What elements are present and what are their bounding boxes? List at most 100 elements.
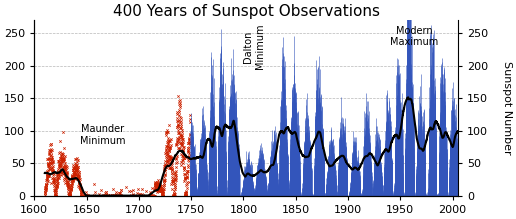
Point [176,120,184,124]
Point [125,194,134,198]
Point [137,194,146,198]
Point [181,194,189,198]
Point [57,161,65,164]
Point [93,194,101,198]
Point [107,194,115,198]
Point [108,194,117,198]
Point [122,194,130,198]
Point [84,194,92,198]
Point [101,194,109,198]
Point [124,194,132,198]
Point [148,194,156,198]
Point [52,184,60,187]
Point [64,183,72,187]
Point [136,194,144,198]
Point [156,185,165,188]
Point [86,194,94,198]
Point [149,194,157,198]
Point [133,194,141,198]
Point [183,165,191,169]
Point [178,138,186,141]
Point [62,171,71,175]
Point [81,194,89,198]
Point [142,194,150,198]
Point [66,189,74,193]
Point [87,194,95,198]
Point [97,194,105,198]
Point [54,176,62,180]
Point [182,194,190,198]
Point [133,194,141,198]
Point [114,194,122,198]
Point [173,116,182,119]
Point [43,173,52,177]
Point [43,172,51,176]
Point [51,190,59,193]
Point [50,177,58,180]
Point [147,194,155,198]
Point [164,157,172,160]
Point [51,182,59,185]
Point [41,188,50,191]
Point [162,133,170,136]
Point [167,160,175,163]
Point [93,194,101,198]
Point [159,189,167,193]
Point [96,194,104,198]
Point [130,194,138,198]
Point [135,194,143,198]
Point [174,124,182,127]
Point [62,168,70,171]
Point [44,162,52,166]
Point [152,183,160,186]
Point [111,194,120,198]
Point [143,194,152,198]
Point [114,194,122,198]
Point [168,172,176,175]
Point [55,170,63,173]
Point [90,194,99,198]
Point [78,193,86,196]
Point [50,180,58,184]
Point [155,185,163,188]
Point [153,182,162,185]
Point [49,171,57,174]
Point [146,194,154,198]
Point [50,188,58,192]
Point [89,194,97,198]
Point [107,194,115,198]
Point [61,165,69,169]
Point [91,194,100,198]
Point [110,194,119,198]
Point [163,150,171,154]
Point [155,183,163,187]
Point [82,193,90,197]
Point [62,174,70,178]
Point [63,172,71,175]
Point [100,194,108,198]
Point [117,189,125,192]
Point [147,194,155,198]
Point [167,156,175,159]
Point [135,194,143,198]
Point [165,157,173,161]
Point [52,194,60,198]
Point [74,177,83,181]
Point [160,179,168,182]
Point [115,194,123,198]
Point [79,194,87,198]
Point [66,190,74,193]
Point [117,194,125,198]
Point [170,194,178,198]
Point [167,166,175,169]
Point [144,194,153,198]
Point [107,194,116,198]
Point [159,187,168,190]
Point [179,152,187,156]
Point [138,194,147,198]
Point [107,194,115,198]
Point [99,194,107,198]
Point [126,194,135,198]
Point [82,194,90,198]
Point [104,194,112,198]
